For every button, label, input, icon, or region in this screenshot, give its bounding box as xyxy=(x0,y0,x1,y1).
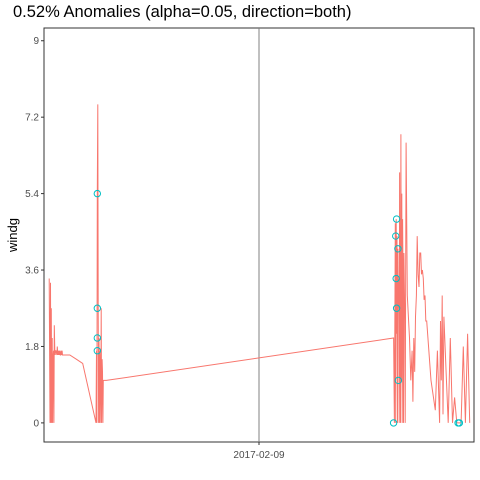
anomaly-point xyxy=(93,334,102,342)
anomaly-point xyxy=(93,189,102,198)
y-tick-label: 5.4 xyxy=(25,189,39,200)
y-tick-label: 0 xyxy=(33,418,39,429)
anomaly-point xyxy=(392,215,401,223)
chart-title: 0.52% Anomalies (alpha=0.05, direction=b… xyxy=(13,3,352,21)
anomaly-point xyxy=(93,347,102,355)
anomaly-point xyxy=(455,419,464,427)
y-tick-label: 7.2 xyxy=(25,113,39,124)
anomaly-point xyxy=(392,274,400,283)
anomaly-point xyxy=(394,245,402,253)
y-tick-label: 3.6 xyxy=(25,266,39,277)
anomaly-point xyxy=(392,232,400,240)
y-axis-title: windg xyxy=(5,218,20,253)
y-tick-label: 9 xyxy=(33,36,39,47)
anomaly-point xyxy=(394,376,403,385)
series-line xyxy=(48,104,471,424)
x-tick-label: 2017-02-09 xyxy=(233,450,285,461)
anomaly-point xyxy=(93,304,102,312)
anomaly-point xyxy=(389,419,398,427)
anomaly-point xyxy=(392,304,401,312)
y-tick-label: 1.8 xyxy=(25,342,39,353)
